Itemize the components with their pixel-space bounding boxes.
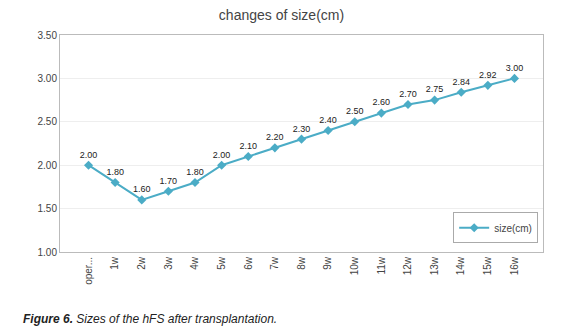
svg-text:1.80: 1.80 bbox=[106, 167, 124, 177]
svg-text:2.60: 2.60 bbox=[373, 97, 391, 107]
svg-text:size(cm): size(cm) bbox=[494, 223, 532, 234]
svg-text:2.00: 2.00 bbox=[213, 150, 231, 160]
svg-text:13w: 13w bbox=[429, 256, 440, 275]
svg-text:15w: 15w bbox=[482, 256, 493, 275]
svg-text:5w: 5w bbox=[216, 256, 227, 270]
svg-text:2.84: 2.84 bbox=[452, 77, 470, 87]
svg-text:7w: 7w bbox=[269, 256, 280, 270]
svg-text:2.75: 2.75 bbox=[426, 84, 444, 94]
svg-text:2.20: 2.20 bbox=[266, 132, 284, 142]
svg-text:9w: 9w bbox=[322, 256, 333, 270]
svg-text:6w: 6w bbox=[243, 256, 254, 270]
svg-text:1.50: 1.50 bbox=[38, 203, 58, 214]
svg-text:2.70: 2.70 bbox=[399, 89, 417, 99]
svg-text:2.30: 2.30 bbox=[293, 124, 311, 134]
svg-text:Figure 6. Sizes of the hFS aft: Figure 6. Sizes of the hFS after transpl… bbox=[23, 312, 277, 326]
svg-text:3w: 3w bbox=[163, 256, 174, 270]
svg-text:1.00: 1.00 bbox=[38, 247, 58, 258]
svg-text:1.70: 1.70 bbox=[160, 176, 178, 186]
svg-text:2.50: 2.50 bbox=[38, 116, 58, 127]
svg-text:changes of size(cm): changes of size(cm) bbox=[219, 7, 344, 23]
svg-text:2.00: 2.00 bbox=[38, 160, 58, 171]
svg-text:4w: 4w bbox=[189, 256, 200, 270]
svg-text:3.50: 3.50 bbox=[38, 30, 58, 41]
svg-text:16w: 16w bbox=[509, 256, 520, 275]
svg-text:14w: 14w bbox=[455, 256, 466, 275]
svg-text:12w: 12w bbox=[402, 256, 413, 275]
svg-text:11w: 11w bbox=[376, 256, 387, 274]
svg-text:oper...: oper... bbox=[83, 257, 94, 285]
svg-text:2w: 2w bbox=[136, 256, 147, 270]
svg-text:2.10: 2.10 bbox=[239, 141, 257, 151]
svg-text:10w: 10w bbox=[349, 256, 360, 275]
svg-text:2.40: 2.40 bbox=[319, 115, 337, 125]
svg-text:1.80: 1.80 bbox=[186, 167, 204, 177]
svg-text:1w: 1w bbox=[109, 256, 120, 270]
svg-text:8w: 8w bbox=[296, 256, 307, 270]
svg-text:1.60: 1.60 bbox=[133, 184, 151, 194]
svg-text:2.00: 2.00 bbox=[80, 150, 98, 160]
svg-text:2.50: 2.50 bbox=[346, 106, 364, 116]
svg-text:2.92: 2.92 bbox=[479, 70, 497, 80]
svg-text:3.00: 3.00 bbox=[506, 63, 524, 73]
svg-text:3.00: 3.00 bbox=[38, 73, 58, 84]
